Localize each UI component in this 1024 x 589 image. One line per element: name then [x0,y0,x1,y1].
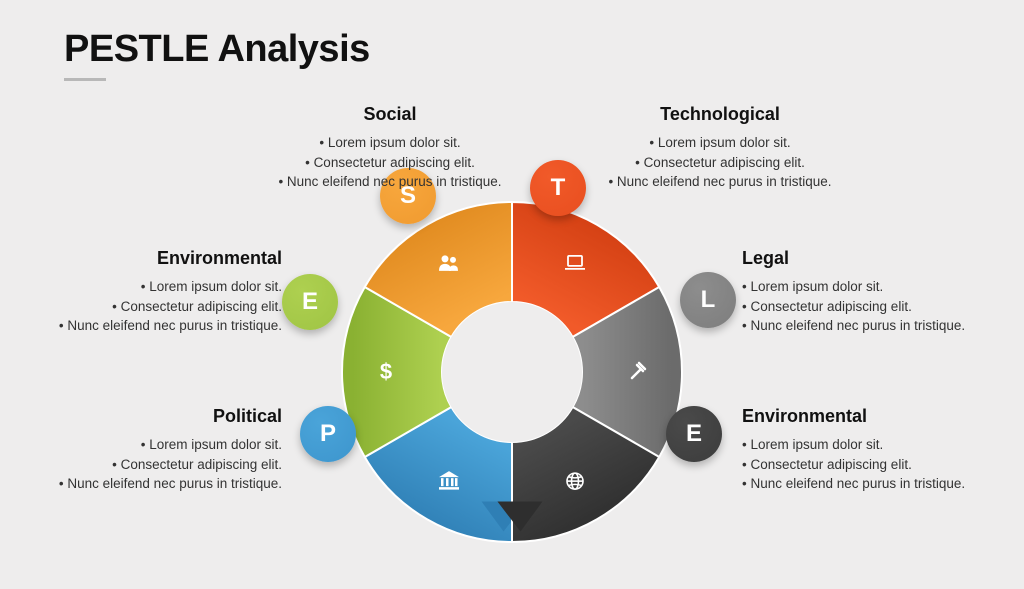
badge-letter: T [551,174,566,202]
textblock-social: Social Lorem ipsum dolor sit.Consectetur… [270,104,510,192]
badge-legal: L [680,272,736,328]
bullets-environmental1: Lorem ipsum dolor sit.Consectetur adipis… [42,277,282,336]
pestle-arc-diagram: $ [300,160,724,560]
svg-text:$: $ [380,359,392,384]
badge-environmental2: E [666,406,722,462]
bullets-environmental2: Lorem ipsum dolor sit.Consectetur adipis… [742,435,982,494]
page-title: PESTLE Analysis [64,28,370,71]
bullet: Nunc eleifend nec purus in tristique. [742,316,982,336]
bullet: Nunc eleifend nec purus in tristique. [600,172,840,192]
badge-letter: E [302,288,318,316]
bullet: Consectetur adipiscing elit. [42,455,282,475]
textblock-environmental1: Environmental Lorem ipsum dolor sit.Cons… [42,248,282,336]
bullets-technological: Lorem ipsum dolor sit.Consectetur adipis… [600,133,840,192]
bullet: Consectetur adipiscing elit. [270,153,510,173]
bullet: Consectetur adipiscing elit. [600,153,840,173]
bullet: Lorem ipsum dolor sit. [42,435,282,455]
bullet: Consectetur adipiscing elit. [742,297,982,317]
badge-letter: L [701,286,716,314]
textblock-legal: Legal Lorem ipsum dolor sit.Consectetur … [742,248,982,336]
bullets-social: Lorem ipsum dolor sit.Consectetur adipis… [270,133,510,192]
label-technological: Technological [600,104,840,125]
arc-svg: $ [300,160,724,584]
label-environmental2: Environmental [742,406,982,427]
bullet: Consectetur adipiscing elit. [742,455,982,475]
bullet: Lorem ipsum dolor sit. [270,133,510,153]
bullet: Nunc eleifend nec purus in tristique. [42,316,282,336]
bullets-political: Lorem ipsum dolor sit.Consectetur adipis… [42,435,282,494]
dollar-icon: $ [380,359,392,384]
badge-political: P [300,406,356,462]
bullet: Lorem ipsum dolor sit. [742,277,982,297]
bullet: Nunc eleifend nec purus in tristique. [742,474,982,494]
bullet: Nunc eleifend nec purus in tristique. [270,172,510,192]
bullet: Nunc eleifend nec purus in tristique. [42,474,282,494]
textblock-political: Political Lorem ipsum dolor sit.Consecte… [42,406,282,494]
textblock-environmental2: Environmental Lorem ipsum dolor sit.Cons… [742,406,982,494]
bullets-legal: Lorem ipsum dolor sit.Consectetur adipis… [742,277,982,336]
badge-letter: E [686,420,702,448]
arc-hole [442,302,582,442]
label-social: Social [270,104,510,125]
title-underline [64,78,106,81]
badge-technological: T [530,160,586,216]
bullet: Lorem ipsum dolor sit. [42,277,282,297]
textblock-technological: Technological Lorem ipsum dolor sit.Cons… [600,104,840,192]
bullet: Lorem ipsum dolor sit. [600,133,840,153]
label-environmental1: Environmental [42,248,282,269]
label-legal: Legal [742,248,982,269]
badge-environmental1: E [282,274,338,330]
label-political: Political [42,406,282,427]
bullet: Consectetur adipiscing elit. [42,297,282,317]
bullet: Lorem ipsum dolor sit. [742,435,982,455]
badge-letter: P [320,420,336,448]
